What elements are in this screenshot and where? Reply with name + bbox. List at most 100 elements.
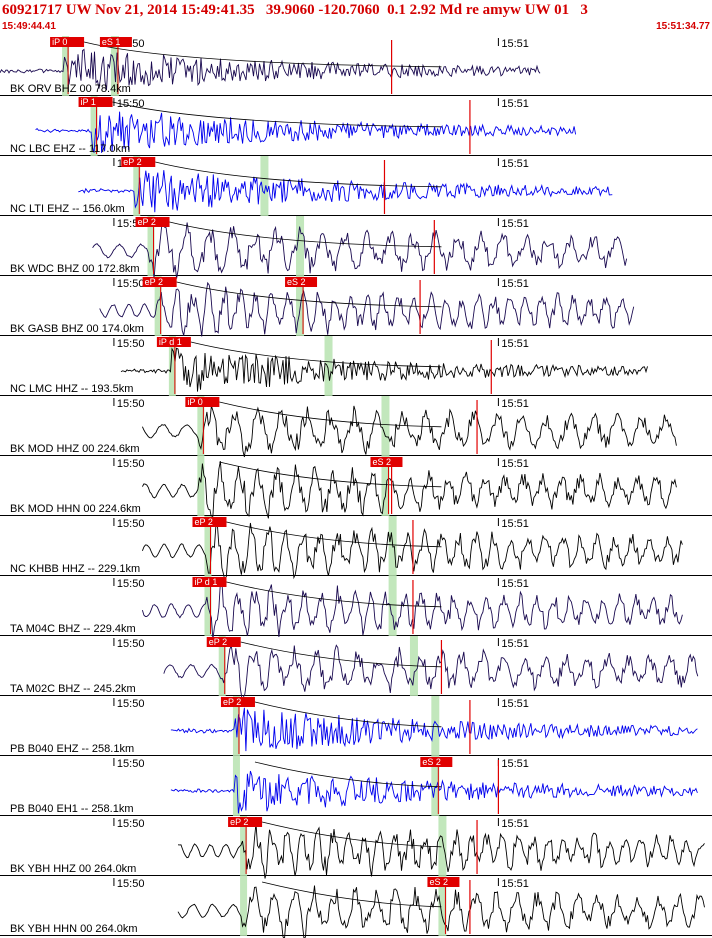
station-label: BK ORV BHZ 00 78.4km: [10, 83, 131, 95]
waveform: [177, 823, 705, 879]
p-pick-tag[interactable]: [121, 157, 156, 167]
p-pick-tag[interactable]: [206, 637, 241, 647]
station-label: BK GASB BHZ 00 174.0km: [10, 323, 144, 335]
s-window: [431, 696, 440, 756]
p-pick-label: iP 0: [187, 397, 202, 407]
minute-tick-label: 15:50: [117, 698, 145, 710]
p-pick-tag[interactable]: [220, 697, 255, 707]
minute-tick-label: 15:51: [501, 818, 529, 830]
s-pick-tag[interactable]: [99, 37, 132, 47]
p-pick-label: eP 2: [138, 217, 156, 227]
trace-row[interactable]: 15:50 15:51 iP d 1 NC LMC HHZ -- 193.5km: [0, 336, 712, 396]
trace-row[interactable]: 15:50 15:51 eP 2 PB B040 EHZ -- 258.1km: [0, 696, 712, 756]
s-pick-label: eS 1: [102, 37, 121, 47]
minute-tick-label: 15:51: [501, 338, 529, 350]
station-label: NC KHBB HHZ -- 229.1km: [10, 563, 140, 575]
p-pick-label: eP 2: [123, 157, 141, 167]
s-window: [381, 456, 390, 516]
coda-curve: [155, 161, 442, 188]
station-label: NC LBC EHZ -- 117.0km: [10, 143, 130, 155]
waveform: [120, 347, 648, 392]
p-window: [147, 216, 155, 276]
station-label: BK WDC BHZ 00 172.8km: [10, 263, 140, 275]
trace-row[interactable]: 15:50 15:51 eP 2 eS 2 BK GASB BHZ 00 174.0km: [0, 276, 712, 337]
waveform: [142, 461, 677, 519]
p-window: [218, 636, 226, 696]
p-window: [204, 516, 212, 576]
p-pick-tag[interactable]: [156, 337, 191, 347]
minute-tick-label: 15:50: [117, 278, 145, 290]
s-pick-label: eS 2: [422, 757, 441, 767]
station-label: BK MOD HHN 00 224.6km: [10, 503, 141, 515]
minute-tick-label: 15:50: [117, 578, 145, 590]
p-pick-label: eP 2: [223, 697, 241, 707]
s-window: [110, 36, 119, 96]
seismogram-panel[interactable]: 15:50 15:51 iP 0 eS 1 BK ORV BHZ 00 78.4km 15…: [0, 36, 712, 938]
coda-curve: [240, 641, 442, 668]
s-pick-tag[interactable]: [370, 457, 403, 467]
waveform: [92, 221, 628, 280]
trace-row[interactable]: 15:50 15:51 eS 2 PB B040 EH1 -- 258.1km: [0, 756, 712, 816]
minute-tick-label: 15:51: [501, 98, 529, 110]
minute-tick-label: 15:51: [501, 458, 529, 470]
p-window: [232, 756, 240, 816]
trace-row[interactable]: 15:50 15:51 eP 2 TA M02C BHZ -- 245.2km: [0, 636, 712, 699]
minute-tick-label: 15:51: [501, 278, 529, 290]
p-pick-tag[interactable]: [135, 217, 170, 227]
p-pick-tag[interactable]: [50, 37, 85, 47]
p-pick-tag[interactable]: [192, 577, 227, 587]
minute-tick-label: 15:51: [501, 518, 529, 530]
p-pick-label: eP 2: [209, 637, 227, 647]
waveform: [170, 770, 698, 814]
trace-row[interactable]: 15:50 15:51 eP 2 NC KHBB HHZ -- 229.1km: [0, 516, 712, 583]
p-pick-label: eP 2: [194, 517, 212, 527]
s-window: [431, 756, 440, 816]
s-pick-label: eS 2: [372, 457, 391, 467]
coda-curve: [254, 761, 442, 788]
waveform: [0, 48, 541, 91]
minute-tick-label: 15:50: [117, 398, 145, 410]
s-window: [438, 816, 447, 876]
minute-tick-label: 15:51: [501, 398, 529, 410]
coda-curve: [261, 821, 442, 848]
coda-curve: [169, 221, 442, 248]
p-pick-tag[interactable]: [78, 97, 113, 107]
p-pick-tag[interactable]: [185, 397, 220, 407]
station-label: TA M04C BHZ -- 229.4km: [10, 623, 136, 635]
waveform: [35, 111, 577, 153]
trace-row[interactable]: 15:50 15:51 iP 0 BK MOD HHZ 00 224.6km: [0, 396, 712, 458]
p-pick-label: iP 0: [52, 37, 67, 47]
event-title: 60921717 UW Nov 21, 2014 15:49:41.35 39.…: [2, 2, 588, 18]
coda-curve: [219, 461, 442, 488]
s-pick-tag[interactable]: [420, 757, 453, 767]
p-window: [197, 396, 205, 456]
minute-tick-label: 15:51: [501, 158, 529, 170]
p-pick-label: iP d 1: [159, 337, 182, 347]
p-pick-label: eP 2: [145, 277, 163, 287]
trace-row[interactable]: 15:50 15:51 eP 2 BK YBH HHZ 00 264.0km: [0, 816, 712, 879]
p-window: [232, 696, 240, 756]
s-pick-label: eS 2: [429, 877, 448, 887]
s-window: [381, 396, 390, 456]
minute-tick-label: 15:51: [501, 218, 529, 230]
minute-tick-label: 15:51: [501, 638, 529, 650]
waveform: [99, 281, 635, 337]
p-window: [133, 156, 141, 216]
p-pick-tag[interactable]: [228, 817, 263, 827]
trace-row[interactable]: 15:50 15:51 eS 2 BK MOD HHN 00 224.6km: [0, 456, 712, 519]
coda-curve: [261, 881, 442, 908]
minute-tick-label: 15:50: [117, 458, 145, 470]
p-pick-tag[interactable]: [142, 277, 177, 287]
trace-row[interactable]: 15:50 15:51 iP d 1 TA M04C BHZ -- 229.4km: [0, 576, 712, 640]
coda-curve: [226, 581, 442, 608]
s-window: [324, 336, 333, 396]
p-pick-tag[interactable]: [192, 517, 227, 527]
s-pick-tag[interactable]: [427, 877, 460, 887]
s-pick-tag[interactable]: [285, 277, 318, 287]
coda-curve: [176, 281, 442, 308]
trace-row[interactable]: 15:50 15:51 eS 2 BK YBH HHN 00 264.0km: [0, 876, 712, 938]
